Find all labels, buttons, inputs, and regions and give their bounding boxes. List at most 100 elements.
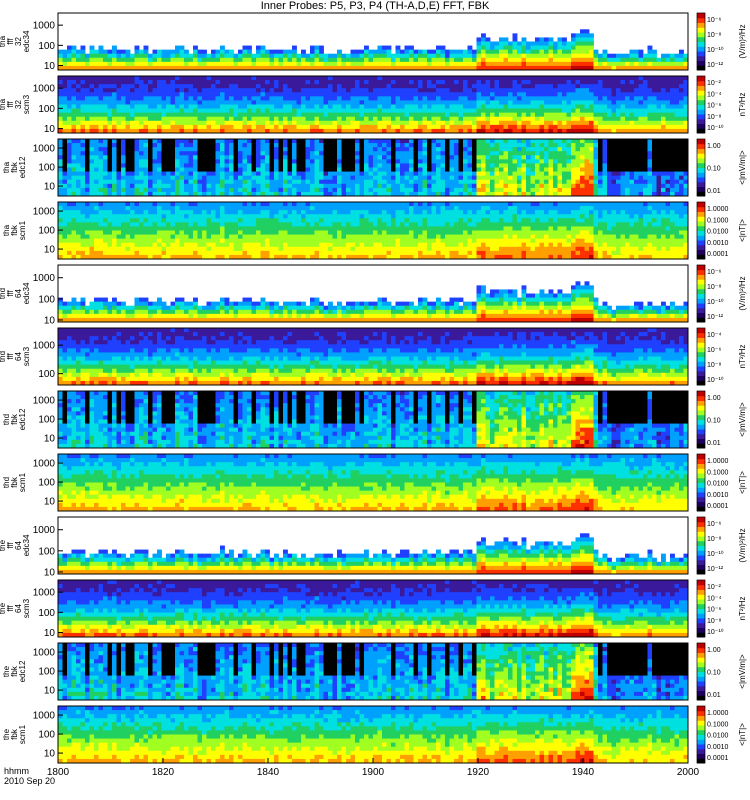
- spectrogram-cell: [652, 187, 657, 193]
- spectrogram-cell: [656, 183, 662, 189]
- spectrogram-cell: [616, 163, 621, 168]
- spectrogram-cell: [440, 76, 446, 81]
- spectrogram-cell: [89, 53, 95, 59]
- spectrogram-cell: [125, 57, 131, 63]
- spectrogram-cell: [256, 104, 261, 109]
- spectrogram-cell: [143, 128, 149, 134]
- spectrogram-cell: [175, 76, 180, 81]
- spectrogram-cell: [449, 151, 455, 156]
- spectrogram-cell: [625, 124, 630, 130]
- spectrogram-cell: [638, 147, 644, 152]
- spectrogram-cell: [485, 167, 491, 172]
- spectrogram-cell: [575, 53, 581, 59]
- spectrogram-cell: [76, 61, 81, 67]
- spectrogram-cell: [647, 88, 653, 93]
- spectrogram-cell: [485, 175, 491, 181]
- spectrogram-cell: [121, 191, 126, 197]
- spectrogram-cell: [283, 187, 288, 193]
- spectrogram-cell: [121, 53, 126, 59]
- spectrogram-cell: [661, 151, 666, 156]
- spectrogram-cell: [593, 116, 599, 122]
- spectrogram-cell: [202, 53, 207, 59]
- spectrogram-cell: [368, 96, 374, 101]
- spectrogram-cell: [661, 100, 666, 105]
- spectrogram-cell: [112, 108, 117, 114]
- spectrogram-cell: [445, 100, 450, 105]
- spectrogram-cell: [355, 159, 360, 164]
- spectrogram-cell: [368, 163, 374, 168]
- spectrogram-cell: [679, 163, 684, 168]
- spectrogram-cell: [215, 84, 221, 89]
- spectrogram-cell: [674, 124, 680, 130]
- spectrogram-cell: [211, 104, 216, 109]
- spectrogram-cell: [503, 65, 509, 71]
- spectrogram-cell: [197, 175, 203, 181]
- spectrogram-cell: [166, 151, 171, 156]
- spectrogram-cell: [584, 49, 590, 55]
- spectrogram-cell: [571, 128, 576, 134]
- spectrogram-cell: [319, 88, 324, 93]
- spectrogram-cell: [598, 53, 603, 59]
- spectrogram-cell: [643, 61, 648, 67]
- spectrogram-cell: [170, 139, 176, 144]
- spectrogram-cell: [197, 124, 203, 130]
- spectrogram-cell: [125, 116, 131, 122]
- spectrogram-cell: [161, 112, 167, 118]
- spectrogram-cell: [296, 76, 302, 81]
- spectrogram-cell: [229, 80, 234, 85]
- spectrogram-cell: [602, 155, 608, 160]
- spectrogram-cell: [233, 171, 239, 177]
- spectrogram-cell: [283, 84, 288, 89]
- spectrogram-cell: [665, 104, 671, 109]
- spectrogram-cell: [337, 88, 342, 93]
- spectrogram-cell: [355, 116, 360, 122]
- spectrogram-cell: [476, 100, 482, 105]
- spectrogram-cell: [85, 254, 90, 260]
- spectrogram-cell: [71, 104, 77, 109]
- spectrogram-cell: [476, 116, 482, 122]
- spectrogram-cell: [152, 104, 158, 109]
- spectrogram-cell: [175, 45, 180, 51]
- spectrogram-cell: [436, 139, 441, 144]
- spectrogram-cell: [440, 139, 446, 144]
- spectrogram-cell: [413, 65, 419, 71]
- spectrogram-cell: [184, 84, 189, 89]
- spectrogram-cell: [458, 120, 464, 126]
- spectrogram-cell: [620, 159, 626, 164]
- spectrogram-cell: [589, 65, 594, 71]
- spectrogram-cell: [359, 171, 365, 177]
- spectrogram-cell: [247, 49, 252, 55]
- spectrogram-cell: [683, 167, 689, 172]
- spectrogram-cell: [67, 191, 72, 197]
- spectrogram-cell: [503, 112, 509, 118]
- spectrogram-cell: [359, 61, 365, 67]
- spectrogram-cell: [103, 163, 108, 168]
- spectrogram-cell: [71, 210, 77, 215]
- spectrogram-cell: [296, 120, 302, 126]
- spectrogram-cell: [301, 191, 306, 197]
- spectrogram-cell: [215, 159, 221, 164]
- spectrogram-cell: [530, 179, 536, 185]
- spectrogram-cell: [548, 65, 554, 71]
- spectrogram-cell: [503, 61, 509, 67]
- spectrogram-cell: [530, 143, 536, 148]
- spectrogram-cell: [94, 179, 99, 185]
- spectrogram-cell: [337, 57, 342, 63]
- spectrogram-cell: [422, 104, 428, 109]
- spectrogram-cell: [368, 76, 374, 81]
- spectrogram-cell: [76, 112, 81, 118]
- spectrogram-cell: [260, 175, 266, 181]
- spectrogram-cell: [89, 76, 95, 81]
- spectrogram-cell: [62, 53, 68, 59]
- spectrogram-cell: [134, 128, 140, 134]
- spectrogram-cell: [481, 112, 486, 118]
- spectrogram-cell: [418, 80, 423, 85]
- spectrogram-cell: [112, 155, 117, 160]
- spectrogram-cell: [323, 163, 329, 168]
- spectrogram-cell: [535, 84, 540, 89]
- spectrogram-cell: [526, 49, 531, 55]
- spectrogram-cell: [413, 167, 419, 172]
- spectrogram-cell: [512, 163, 518, 168]
- spectrogram-cell: [634, 88, 639, 93]
- spectrogram-cell: [287, 163, 293, 168]
